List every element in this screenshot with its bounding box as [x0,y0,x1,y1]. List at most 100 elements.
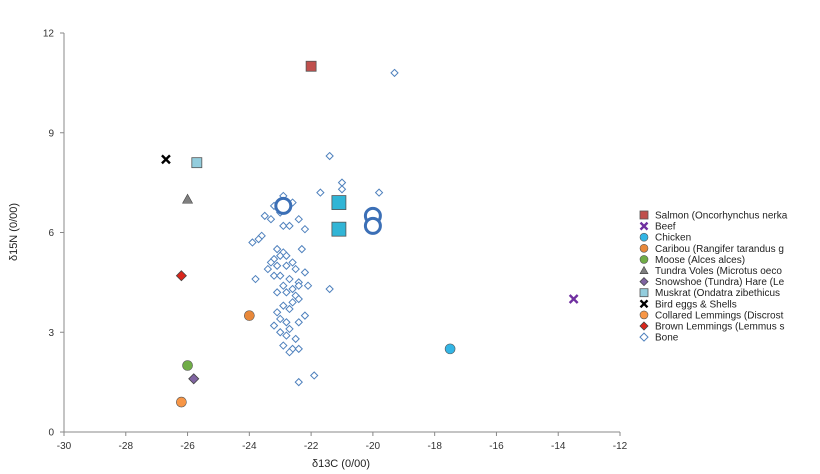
data-point [294,318,303,327]
y-tick-label: 3 [48,328,54,339]
x-tick-label: -28 [119,441,134,452]
data-point [288,298,297,307]
data-point [282,261,291,270]
y-tick-label: 6 [48,228,54,239]
legend-marker [639,321,649,331]
data-point [291,334,300,344]
legend-marker [639,210,649,220]
data-point [161,154,171,165]
x-tick-label: -20 [366,441,381,452]
data-point [272,308,282,317]
data-point [288,284,297,294]
x-tick-label: -22 [304,441,319,452]
data-point [291,264,300,274]
data-point [272,288,282,297]
data-point [276,251,285,260]
data-point [294,214,303,224]
legend: Salmon (Oncorhynchus nerkaBeefChickenCar… [639,210,788,344]
data-point [175,270,187,282]
legend-entry: Brown Lemmings (Lemmus s [655,322,784,333]
x-tick-label: -18 [427,441,442,452]
data-point [282,331,291,340]
data-point [260,211,269,221]
data-points [161,60,579,408]
legend-marker [639,255,649,264]
data-point [325,284,334,294]
data-point [300,311,310,320]
axes: -30 -28 -26 -24 -22 -20 -18 -16 -14 -12 0 3 6 9 12 [43,29,628,453]
data-point [300,224,310,234]
legend-entry: Muskrat (Ondatra zibethicus [655,288,780,299]
x-tick-label: -24 [242,441,257,452]
legend-entry: Bird eggs & Shells [655,299,737,310]
x-tick-label: -16 [489,441,504,452]
data-point [282,288,291,297]
data-point [276,314,285,324]
data-point [248,238,257,247]
legend-entry: Moose (Alces alces) [655,255,745,266]
data-point [363,216,382,235]
data-point [279,301,288,310]
data-point [191,157,203,169]
data-point [244,310,255,321]
x-tick-label: -14 [551,441,566,452]
legend-marker [639,288,649,298]
data-point [272,244,282,254]
data-point [188,373,200,385]
data-point [263,264,273,274]
y-axis-title: δ15N (0/00) [8,203,20,261]
data-point [272,261,282,270]
data-point [251,274,260,284]
legend-marker [639,221,649,231]
data-point [282,318,291,327]
data-point [444,343,456,355]
data-point [337,185,347,194]
legend-marker [639,310,649,320]
legend-entry: Bone [655,333,679,344]
legend-marker [639,332,649,342]
y-tick-label: 0 [48,428,54,439]
legend-marker [639,232,649,242]
data-point [297,244,307,254]
data-point [309,371,319,380]
data-point [269,321,279,330]
data-point [331,221,347,237]
data-point [374,188,384,197]
data-point [285,304,294,314]
data-point [279,341,288,350]
legend-entry: Beef [655,222,676,233]
data-point [182,193,194,204]
data-point [266,258,276,267]
data-point [294,281,303,290]
data-point [568,294,579,304]
data-point [279,221,288,231]
legend-marker [639,277,649,287]
legend-marker [639,265,649,275]
data-point [254,234,263,244]
data-point [305,60,317,72]
legend-entry: Tundra Voles (Microtus oeco [655,266,782,277]
data-point [285,274,294,284]
data-point [294,344,303,354]
y-tick-label: 9 [48,128,54,139]
legend-entry: Chicken [655,233,691,244]
data-point [279,281,288,290]
data-point [176,396,187,408]
data-point [294,294,303,304]
data-point [274,196,293,215]
data-point [269,271,279,280]
data-point [266,214,276,224]
x-axis-title: δ13C (0/00) [312,458,370,470]
data-point [182,360,193,371]
x-tick-label: -12 [613,441,628,452]
data-point [294,377,303,387]
data-point [285,221,294,231]
x-tick-label: -26 [180,441,195,452]
legend-marker [639,299,649,309]
data-point [276,328,285,337]
y-tick-label: 12 [43,29,55,40]
data-point [303,281,313,290]
data-point [390,68,399,78]
x-tick-label: -30 [57,441,72,452]
